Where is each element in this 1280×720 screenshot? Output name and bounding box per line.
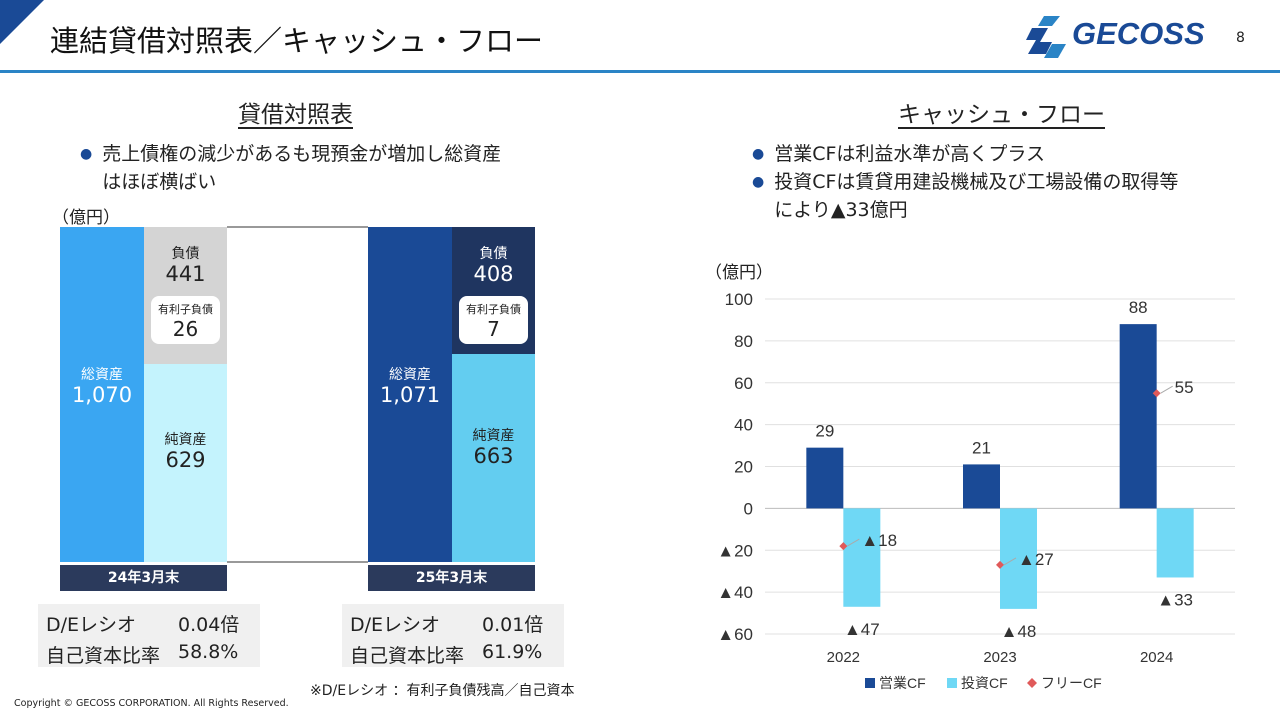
y-tick-label: 100 [725, 290, 753, 309]
data-label-investing-cf: ▲33 [1157, 590, 1193, 609]
bar-operating-cf [963, 464, 1000, 509]
y-tick-label: ▲20 [717, 541, 753, 560]
logo-wordmark: GECOSS [1072, 16, 1205, 51]
bs-2024-equity-label: 純資産 [164, 432, 207, 448]
data-label-free-cf: ▲18 [861, 531, 897, 550]
legend-label: フリーCF [1041, 675, 1102, 691]
header-corner-decoration [0, 0, 44, 44]
x-tick-label: 2022 [827, 649, 860, 666]
bs-bullet-line-2: はほぼ横ばい [102, 171, 217, 193]
page-number: 8 [1236, 30, 1245, 46]
cf-bullet-2-line-2: により▲33億円 [774, 199, 908, 221]
bs-2024-ratio-box: D/Eレシオ 0.04倍 自己資本比率 58.8% [38, 604, 260, 667]
bs-2025-liab-label: 負債 [479, 246, 508, 262]
bs-2025-equity-value: 663 [473, 444, 514, 468]
bs-2024-assets-bar [60, 227, 144, 562]
legend-label: 投資CF [961, 675, 1008, 691]
bs-2025-ratio-box: D/Eレシオ 0.01倍 自己資本比率 61.9% [342, 604, 564, 667]
data-label-free-cf: 55 [1175, 378, 1194, 397]
bs-2025-debt-box: 有利子負債 7 [459, 296, 528, 344]
bar-investing-cf [1156, 508, 1194, 578]
y-tick-label: ▲60 [717, 625, 753, 644]
y-tick-label: 80 [734, 332, 753, 351]
bs-2025-debt-label: 有利子負債 [466, 303, 521, 316]
bs-2025-liab-value: 408 [473, 262, 514, 286]
bs-bullet-line-1: 売上債権の減少があるも現預金が増加し総資産 [102, 143, 502, 165]
bs-2024-eqratio-value: 58.8% [178, 641, 239, 663]
legend-swatch [865, 678, 875, 688]
bs-2024-assets-label: 総資産 [81, 367, 123, 383]
leader-free-cf [847, 538, 860, 547]
bar-investing-cf [843, 508, 881, 607]
y-tick-label: 20 [734, 458, 753, 477]
y-tick-label: ▲40 [717, 583, 753, 602]
data-label-investing-cf: ▲48 [1001, 622, 1037, 641]
y-tick-label: 40 [734, 416, 753, 435]
bullet-dot-icon: ● [752, 146, 765, 162]
leader-free-cf [1003, 557, 1017, 566]
bs-2024-debt-value: 26 [172, 317, 199, 341]
leader-free-cf [1160, 385, 1173, 394]
cf-bullets: ● 営業CFは利益水準が高くプラス ● 投資CFは賃貸用建設機械及び工場設備の取… [752, 140, 1178, 224]
header-divider [0, 70, 1280, 73]
y-tick-label: 0 [744, 499, 753, 518]
bs-2025-eqratio-value: 61.9% [482, 641, 543, 663]
bs-2025-assets-value: 1,071 [379, 383, 441, 407]
cf-chart: 100 80 60 40 20 0 ▲20 ▲40 ▲60 29 ▲47 ▲18 2022 21 ▲48 ▲2… [717, 290, 1235, 691]
legend-label: 営業CF [879, 675, 926, 691]
bs-2025-assets-label: 総資産 [389, 367, 431, 383]
bs-2024-debt-label: 有利子負債 [158, 303, 213, 316]
cf-bullet-1-text: 営業CFは利益水準が高くプラス [774, 143, 1046, 165]
marker-free-cf [839, 542, 848, 551]
marker-free-cf [1152, 389, 1161, 398]
bs-2025-assets-bar [368, 227, 452, 562]
bs-2024-de-value: 0.04倍 [178, 614, 240, 636]
bs-bullet: ● 売上債権の減少があるも現預金が増加し総資産 はほぼ横ばい [80, 140, 501, 196]
x-tick-label: 2024 [1140, 649, 1173, 666]
bs-section-title: 貸借対照表 [238, 102, 353, 128]
bs-2024-equity-bar [144, 364, 227, 562]
bs-2024-equity-value: 629 [165, 448, 206, 472]
cf-unit-label: （億円） [705, 263, 773, 283]
bs-unit-label: （億円） [52, 208, 120, 228]
bs-2024-debt-box: 有利子負債 26 [151, 296, 220, 344]
cf-bullet-2-line-1: 投資CFは賃貸用建設機械及び工場設備の取得等 [774, 171, 1179, 193]
legend-swatch [947, 678, 957, 688]
bs-2024-eqratio-label: 自己資本比率 [46, 645, 161, 667]
bs-2025-debt-value: 7 [487, 317, 500, 341]
bar-investing-cf [1000, 508, 1037, 609]
data-label-operating-cf: 21 [972, 438, 991, 457]
cf-section-title: キャッシュ・フロー [898, 102, 1105, 128]
bar-operating-cf [1119, 324, 1157, 509]
page-title: 連結貸借対照表／キャッシュ・フロー [50, 24, 544, 58]
x-tick-label: 2023 [983, 649, 1016, 666]
bs-2025-de-label: D/Eレシオ [350, 614, 441, 636]
data-label-operating-cf: 29 [815, 422, 834, 441]
bullet-dot-icon: ● [752, 174, 765, 190]
legend-swatch [1027, 678, 1037, 688]
data-label-operating-cf: 88 [1129, 298, 1148, 317]
bs-2025-date: 25年3月末 [368, 565, 535, 591]
bs-2024-assets-value: 1,070 [71, 383, 133, 407]
data-label-investing-cf: ▲47 [844, 620, 880, 639]
cf-bullet-2: ● 投資CFは賃貸用建設機械及び工場設備の取得等 により▲33億円 [752, 168, 1178, 224]
bs-2025-equity-label: 純資産 [472, 428, 515, 444]
y-tick-label: 60 [734, 374, 753, 393]
bs-2024-de-label: D/Eレシオ [46, 614, 137, 636]
bar-operating-cf [806, 447, 844, 509]
bullet-dot-icon: ● [80, 146, 93, 162]
data-label-free-cf: ▲27 [1018, 550, 1054, 569]
bs-2025-de-value: 0.01倍 [482, 614, 544, 636]
bs-2024-date: 24年3月末 [60, 565, 227, 591]
bs-2024-liab-label: 負債 [171, 246, 200, 262]
bs-2025-equity-bar [452, 354, 535, 562]
de-ratio-note: ※D/Eレシオ ：有利子負債残高／自己資本 [310, 683, 575, 699]
bs-2025-eqratio-label: 自己資本比率 [350, 645, 465, 667]
bs-2024-liab-value: 441 [165, 262, 206, 286]
marker-free-cf [996, 560, 1004, 569]
gecoss-logo-icon [1026, 16, 1066, 58]
copyright: Copyright © GECOSS CORPORATION. All Righ… [14, 698, 289, 709]
cf-bullet-1: ● 営業CFは利益水準が高くプラス [752, 140, 1178, 168]
